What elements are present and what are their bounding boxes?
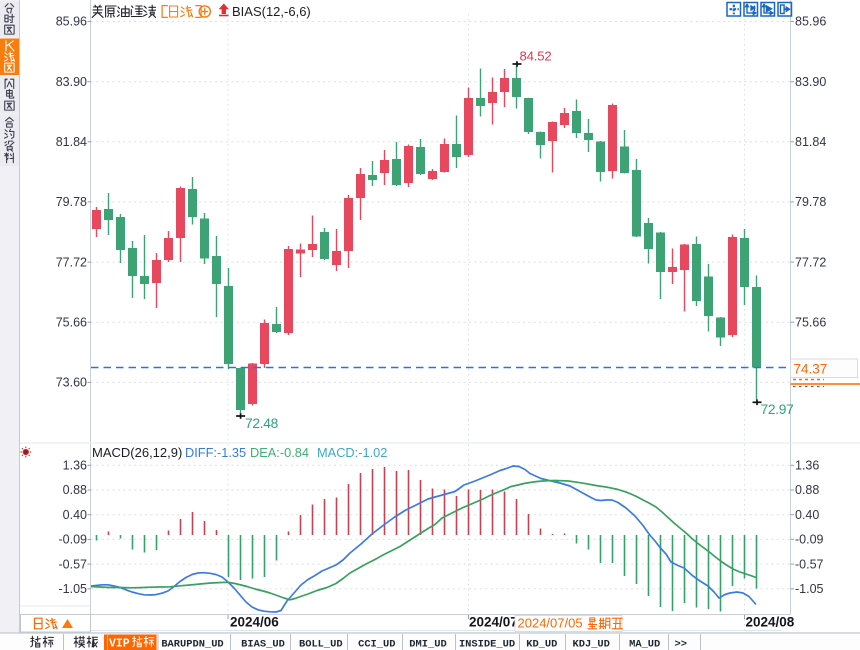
- svg-text:0.40: 0.40: [795, 508, 819, 522]
- svg-text:74.37: 74.37: [794, 362, 828, 377]
- svg-text:-0.09: -0.09: [795, 533, 824, 547]
- svg-text:CCI_UD: CCI_UD: [358, 639, 395, 650]
- svg-text:75.66: 75.66: [795, 315, 826, 329]
- svg-text:73.60: 73.60: [56, 376, 87, 390]
- svg-text:79.78: 79.78: [56, 195, 87, 209]
- svg-text:KDJ_UD: KDJ_UD: [572, 639, 609, 650]
- svg-text:85.96: 85.96: [795, 15, 826, 29]
- svg-text:84.52: 84.52: [520, 49, 552, 64]
- svg-text:0.88: 0.88: [795, 483, 819, 497]
- svg-text:-0.09: -0.09: [59, 533, 88, 547]
- svg-text:75.66: 75.66: [56, 315, 87, 329]
- svg-text:2024/06: 2024/06: [230, 615, 279, 630]
- svg-text:DEA:-0.84: DEA:-0.84: [250, 445, 309, 460]
- svg-text:85.96: 85.96: [56, 15, 87, 29]
- svg-text:BIAS_UD: BIAS_UD: [241, 639, 285, 650]
- svg-text:DIFF:-1.35: DIFF:-1.35: [185, 445, 246, 460]
- svg-text:VIP: VIP: [109, 638, 130, 650]
- svg-text:>>: >>: [675, 639, 687, 650]
- svg-text:BOLL_UD: BOLL_UD: [299, 639, 343, 650]
- svg-text:BIAS(12,-6,6): BIAS(12,-6,6): [232, 4, 311, 19]
- svg-text:2024/08: 2024/08: [746, 615, 795, 630]
- svg-text:BARUPDN_UD: BARUPDN_UD: [161, 639, 223, 650]
- svg-text:72.48: 72.48: [245, 416, 279, 431]
- svg-text:0.40: 0.40: [63, 508, 87, 522]
- svg-text:77.72: 77.72: [56, 255, 87, 269]
- svg-text:81.84: 81.84: [795, 135, 826, 149]
- svg-text:-1.05: -1.05: [795, 582, 824, 596]
- svg-text:1.36: 1.36: [795, 459, 819, 473]
- svg-text:-0.57: -0.57: [59, 557, 88, 571]
- svg-text:2024/07/05: 2024/07/05: [518, 616, 583, 631]
- svg-text:81.84: 81.84: [56, 135, 87, 149]
- svg-text:83.90: 83.90: [56, 75, 87, 89]
- svg-text:72.97: 72.97: [761, 402, 794, 417]
- svg-text:0.88: 0.88: [63, 483, 87, 497]
- svg-text:MACD(26,12,9): MACD(26,12,9): [92, 445, 182, 460]
- svg-text:MACD:-1.02: MACD:-1.02: [317, 445, 387, 460]
- svg-text:2024/07: 2024/07: [469, 615, 518, 630]
- svg-text:INSIDE_UD: INSIDE_UD: [459, 639, 515, 650]
- svg-text:79.78: 79.78: [795, 195, 826, 209]
- svg-text:1.36: 1.36: [63, 459, 87, 473]
- svg-text:83.90: 83.90: [795, 75, 826, 89]
- svg-text:MA_UD: MA_UD: [629, 639, 660, 650]
- svg-text:-1.05: -1.05: [59, 582, 88, 596]
- svg-text:KD_UD: KD_UD: [526, 639, 557, 650]
- svg-text:77.72: 77.72: [795, 255, 826, 269]
- svg-text:DMI_UD: DMI_UD: [409, 639, 446, 650]
- svg-text:-0.57: -0.57: [795, 557, 824, 571]
